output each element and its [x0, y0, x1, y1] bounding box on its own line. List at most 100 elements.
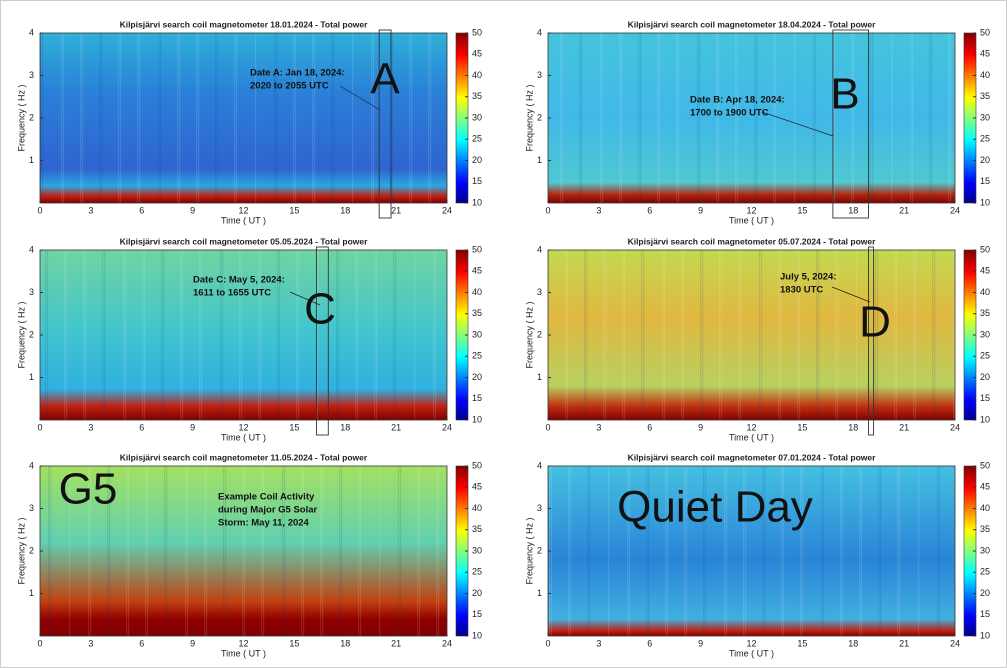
- chart-title: Kilpisjärvi search coil magnetometer 18.…: [120, 19, 369, 29]
- colorbar-tick-label: 50: [472, 460, 482, 470]
- y-tick-label: 4: [537, 460, 542, 470]
- spectrogram-streak: [842, 466, 844, 636]
- spectrogram-streak: [939, 466, 941, 636]
- spectrogram-streak: [799, 250, 801, 420]
- y-tick-label: 2: [537, 112, 542, 122]
- y-tick-label: 1: [537, 588, 542, 598]
- spectrogram-streak: [82, 33, 84, 203]
- spectrogram-streak: [61, 33, 63, 203]
- annotation-letter: B: [830, 70, 859, 119]
- spectrogram-streak: [284, 466, 286, 636]
- chart-title: Kilpisjärvi search coil magnetometer 07.…: [628, 452, 877, 462]
- colorbar-tick-label: 20: [472, 588, 482, 598]
- spectrogram: [40, 250, 447, 420]
- spectrogram-streak: [258, 250, 260, 420]
- spectrogram-streak: [797, 250, 799, 420]
- chart-title: Kilpisjärvi search coil magnetometer 05.…: [628, 236, 877, 246]
- spectrogram-streak: [912, 33, 914, 203]
- y-tick-label: 3: [29, 503, 34, 513]
- y-axis-label: Frequency ( Hz ): [524, 301, 534, 368]
- spectrogram-streak: [373, 33, 375, 203]
- y-tick-label: 4: [29, 244, 34, 254]
- spectrogram-streak: [179, 33, 181, 203]
- highlight-box: [868, 246, 875, 436]
- colorbar-tick-label: 30: [472, 112, 482, 122]
- x-tick-label: 6: [647, 205, 652, 215]
- spectrogram-streak: [837, 250, 839, 420]
- x-tick-label: 6: [647, 638, 652, 648]
- spectrogram-streak: [139, 33, 141, 203]
- spectrogram-streak: [47, 250, 49, 420]
- spectrogram-streak: [813, 33, 815, 203]
- spectrogram-streak: [66, 250, 68, 420]
- annotation: July 5, 2024:: [780, 272, 837, 283]
- x-tick-label: 3: [88, 422, 93, 432]
- panel: Kilpisjärvi search coil magnetometer 07.…: [524, 452, 990, 658]
- colorbar-tick-label: 20: [472, 372, 482, 382]
- spectrogram-streak: [118, 33, 120, 203]
- spectrogram-streak: [937, 466, 939, 636]
- spectrogram-streak: [341, 466, 343, 636]
- spectrogram-streak: [910, 33, 912, 203]
- spectrogram-streak: [794, 33, 796, 203]
- y-tick-label: 4: [537, 244, 542, 254]
- colorbar-tick-label: 35: [980, 308, 990, 318]
- spectrogram-streak: [953, 250, 955, 420]
- x-tick-label: 15: [289, 638, 299, 648]
- spectrogram-streak: [50, 466, 52, 636]
- colorbar-tick-label: 20: [980, 155, 990, 165]
- spectrogram-streak: [780, 250, 782, 420]
- y-tick-label: 3: [29, 70, 34, 80]
- spectrogram-streak: [640, 33, 642, 203]
- y-tick-label: 1: [29, 155, 34, 165]
- spectrogram-streak: [126, 466, 128, 636]
- spectrogram-streak: [664, 250, 666, 420]
- spectrogram-streak: [322, 466, 324, 636]
- spectrogram-streak: [676, 33, 678, 203]
- colorbar-tick-label: 10: [980, 630, 990, 640]
- colorbar-tick-label: 40: [472, 503, 482, 513]
- spectrogram-streak: [834, 33, 836, 203]
- y-tick-label: 2: [29, 329, 34, 339]
- spectrogram-streak: [312, 33, 314, 203]
- spectrogram-streak: [120, 33, 122, 203]
- annotation: 2020 to 2055 UTC: [250, 81, 329, 92]
- spectrogram-streak: [934, 250, 936, 420]
- spectrogram-streak: [69, 466, 71, 636]
- spectrogram-streak: [761, 250, 763, 420]
- colorbar-tick-label: 30: [980, 545, 990, 555]
- spectrogram-streak: [899, 466, 901, 636]
- colorbar-tick-label: 15: [472, 176, 482, 186]
- spectrogram-streak: [64, 250, 66, 420]
- x-tick-label: 0: [545, 638, 550, 648]
- spectrogram-streak: [880, 466, 882, 636]
- y-tick-label: 2: [537, 545, 542, 555]
- spectrogram-streak: [436, 466, 438, 636]
- colorbar-tick-label: 25: [980, 351, 990, 361]
- spectrogram-streak: [88, 466, 90, 636]
- colorbar-tick-label: 15: [472, 393, 482, 403]
- y-tick-label: 3: [537, 70, 542, 80]
- spectrogram-streak: [395, 250, 397, 420]
- annotation-letter: D: [859, 298, 891, 347]
- spectrogram-streak: [199, 250, 201, 420]
- colorbar-tick-label: 45: [980, 266, 990, 276]
- spectrogram-streak: [241, 250, 243, 420]
- spectrogram-streak: [877, 250, 879, 420]
- colorbar-tick-label: 40: [472, 287, 482, 297]
- x-tick-label: 24: [442, 205, 452, 215]
- spectrogram-streak: [339, 466, 341, 636]
- spectrogram-streak: [400, 466, 402, 636]
- spectrogram-streak: [872, 33, 874, 203]
- spectrogram-streak: [700, 250, 702, 420]
- x-axis-label: Time ( UT ): [221, 215, 266, 225]
- y-tick-label: 1: [537, 155, 542, 165]
- x-tick-label: 15: [797, 422, 807, 432]
- spectrogram-streak: [352, 33, 354, 203]
- annotation-letter: G5: [59, 465, 118, 514]
- spectrogram: [548, 250, 955, 420]
- spectrogram-streak: [699, 33, 701, 203]
- spectrogram-streak: [187, 466, 189, 636]
- spectrogram-streak: [586, 250, 588, 420]
- x-tick-label: 21: [391, 422, 401, 432]
